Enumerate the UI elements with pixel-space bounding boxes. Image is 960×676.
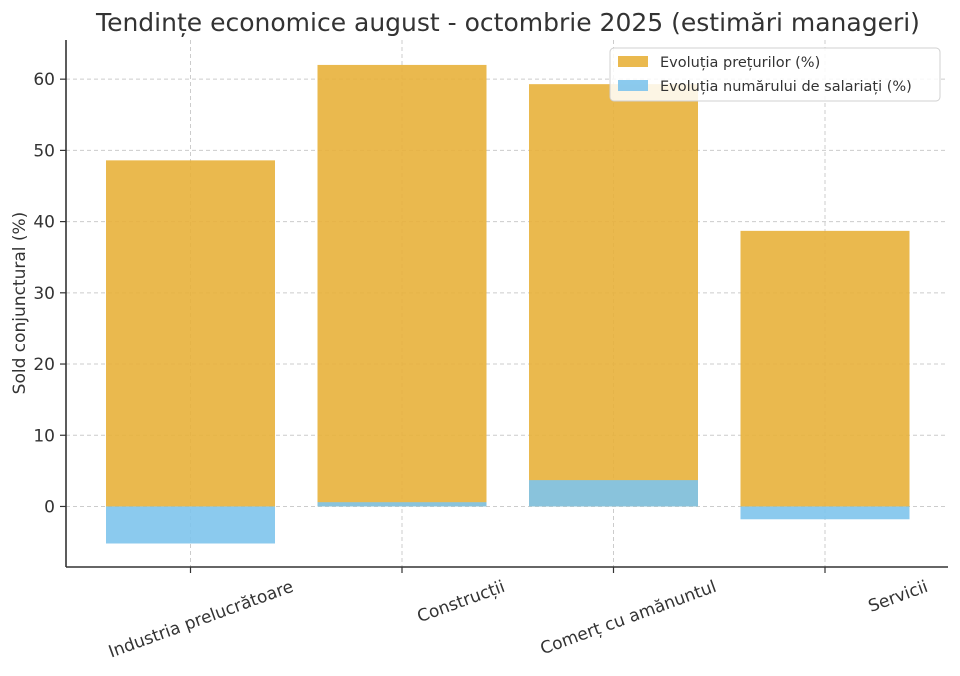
- y-ticks: 0 10 20 30 40 50 60: [33, 70, 66, 517]
- bar: [740, 506, 910, 520]
- bar: [529, 480, 698, 507]
- bar: [740, 230, 910, 507]
- bars: [106, 64, 910, 544]
- x-tick-label: Construcții: [415, 577, 508, 627]
- legend-swatch-prices: [618, 56, 648, 67]
- axes: [65, 40, 948, 568]
- bar: [317, 502, 487, 507]
- x-tick-label: Comerț cu amănuntul: [538, 577, 719, 659]
- y-tick-label: 40: [33, 213, 55, 233]
- bar: [317, 64, 487, 507]
- legend-box: [609, 47, 941, 102]
- y-axis-label: Sold conjunctural (%): [10, 212, 30, 395]
- y-tick-label: 60: [33, 70, 55, 90]
- x-tick-label: Servicii: [866, 577, 931, 617]
- y-tick-label: 50: [33, 141, 55, 161]
- y-tick-label: 0: [44, 497, 55, 517]
- chart-title: Tendințe economice august - octombrie 20…: [95, 8, 920, 37]
- y-tick-label: 20: [33, 355, 55, 375]
- y-tick-label: 30: [33, 284, 55, 304]
- x-tick-label: Industria prelucrătoare: [106, 577, 296, 663]
- bar: [529, 84, 698, 507]
- legend-label-prices: Evoluția prețurilor (%): [660, 55, 820, 71]
- legend-label-employees: Evoluția numărului de salariați (%): [660, 79, 912, 95]
- legend-swatch-employees: [618, 80, 648, 91]
- x-ticks: Industria prelucrătoare Construcții Comerț…: [106, 567, 931, 662]
- bar: [106, 506, 275, 544]
- bar: [106, 160, 275, 507]
- legend: Evoluția prețurilor (%) Evoluția numărul…: [609, 47, 941, 102]
- y-tick-label: 10: [33, 426, 55, 446]
